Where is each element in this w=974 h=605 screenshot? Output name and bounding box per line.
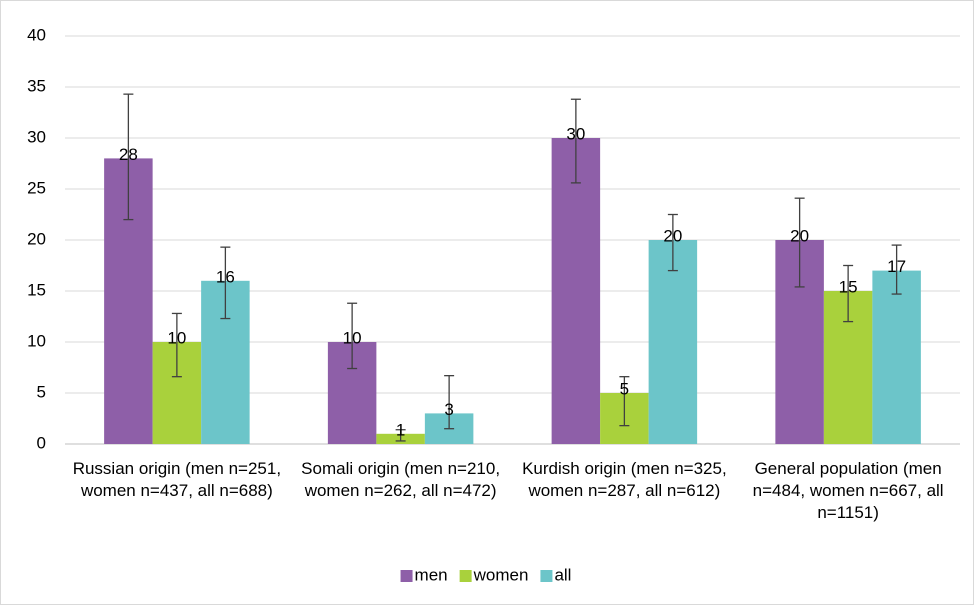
legend-swatch [540, 570, 553, 582]
data-label: 28 [119, 145, 138, 164]
y-tick-label: 25 [27, 178, 46, 197]
legend-swatch [459, 570, 472, 582]
bar [872, 270, 921, 444]
data-label: 20 [790, 226, 809, 245]
x-tick-label: Somali origin (men n=210, women n=262, a… [301, 459, 501, 500]
legend-label: men [415, 565, 448, 584]
y-tick-label: 10 [27, 331, 46, 350]
legend-label: all [554, 565, 571, 584]
data-label: 10 [167, 328, 186, 347]
data-label: 30 [566, 124, 585, 143]
bar [648, 240, 698, 444]
x-tick-label: General population (men n=484, women n=6… [752, 459, 944, 522]
y-tick-label: 35 [27, 76, 46, 95]
y-tick-label: 0 [37, 433, 46, 452]
data-label: 5 [620, 379, 629, 398]
y-tick-label: 40 [27, 25, 46, 44]
data-label: 3 [444, 400, 453, 419]
bar [551, 138, 601, 444]
x-tick-label: Kurdish origin (men n=325, women n=287, … [522, 459, 727, 500]
x-tick-label: Russian origin (men n=251, women n=437, … [72, 459, 282, 500]
data-label: 15 [839, 277, 858, 296]
y-tick-label: 5 [37, 382, 46, 401]
y-tick-label: 20 [27, 229, 46, 248]
data-label: 10 [343, 328, 362, 347]
data-label: 1 [396, 420, 405, 439]
legend-label: women [473, 565, 529, 584]
legend-swatch [400, 570, 413, 582]
data-label: 20 [663, 226, 682, 245]
data-label: 17 [887, 257, 906, 276]
y-tick-label: 15 [27, 280, 46, 299]
data-label: 16 [216, 267, 235, 286]
y-tick-label: 30 [27, 127, 46, 146]
